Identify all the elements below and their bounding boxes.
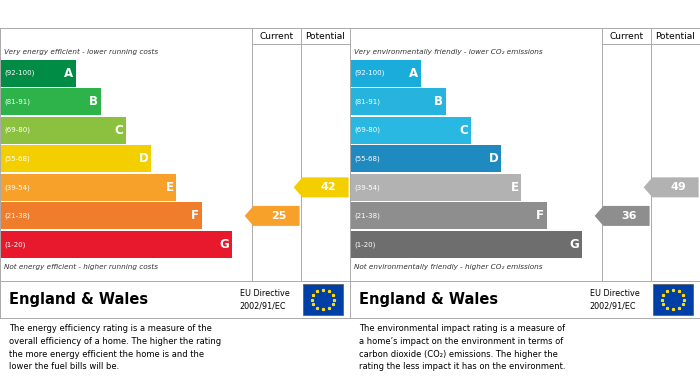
Text: (92-100): (92-100) [354, 70, 384, 76]
Bar [0, 231, 232, 258]
Text: 2002/91/EC: 2002/91/EC [589, 302, 636, 311]
Text: 42: 42 [321, 182, 336, 192]
Bar [0, 203, 202, 230]
Text: (81-91): (81-91) [4, 99, 30, 105]
Text: Not energy efficient - higher running costs: Not energy efficient - higher running co… [4, 264, 158, 270]
Polygon shape [294, 178, 349, 197]
Text: C: C [459, 124, 468, 137]
Bar [0, 145, 151, 172]
Text: The environmental impact rating is a measure of
a home’s impact on the environme: The environmental impact rating is a mea… [358, 324, 566, 371]
Text: Very environmentally friendly - lower CO₂ emissions: Very environmentally friendly - lower CO… [354, 49, 542, 55]
Text: Very energy efficient - lower running costs: Very energy efficient - lower running co… [4, 49, 158, 55]
Text: Potential: Potential [306, 32, 345, 41]
Bar [652, 284, 693, 315]
Bar [0, 117, 126, 144]
Text: (1-20): (1-20) [4, 241, 26, 248]
Text: The energy efficiency rating is a measure of the
overall efficiency of a home. T: The energy efficiency rating is a measur… [8, 324, 221, 371]
Text: (21-38): (21-38) [4, 213, 30, 219]
Polygon shape [594, 206, 650, 226]
Bar [350, 203, 547, 230]
Bar [0, 88, 101, 115]
Text: England & Wales: England & Wales [358, 292, 498, 307]
Bar [302, 284, 343, 315]
Text: 25: 25 [272, 211, 287, 221]
Text: A: A [409, 66, 418, 80]
Bar [350, 145, 501, 172]
Text: E: E [166, 181, 174, 194]
Bar [350, 117, 471, 144]
Bar [0, 59, 76, 87]
Bar [0, 174, 176, 201]
Text: Potential: Potential [656, 32, 695, 41]
Bar [350, 231, 582, 258]
Polygon shape [644, 178, 699, 197]
Text: C: C [114, 124, 123, 137]
Text: (1-20): (1-20) [354, 241, 376, 248]
Text: Current: Current [260, 32, 293, 41]
Text: (21-38): (21-38) [354, 213, 380, 219]
Text: EU Directive: EU Directive [239, 289, 290, 298]
Text: F: F [191, 210, 199, 222]
Text: A: A [64, 66, 73, 80]
Text: (81-91): (81-91) [354, 99, 380, 105]
Text: (55-68): (55-68) [4, 156, 30, 162]
Text: E: E [510, 181, 519, 194]
Text: EU Directive: EU Directive [589, 289, 640, 298]
Text: Current: Current [610, 32, 643, 41]
Text: (39-54): (39-54) [4, 184, 30, 190]
Text: 2002/91/EC: 2002/91/EC [239, 302, 286, 311]
Text: (39-54): (39-54) [354, 184, 380, 190]
Text: G: G [569, 238, 579, 251]
Text: England & Wales: England & Wales [8, 292, 148, 307]
Text: B: B [434, 95, 443, 108]
Text: (69-80): (69-80) [4, 127, 30, 133]
Text: Energy Efficiency Rating: Energy Efficiency Rating [8, 7, 172, 20]
Text: (92-100): (92-100) [4, 70, 34, 76]
Text: F: F [536, 210, 544, 222]
Text: Environmental Impact (CO₂) Rating: Environmental Impact (CO₂) Rating [358, 7, 591, 20]
Text: 36: 36 [622, 211, 637, 221]
Bar [350, 88, 446, 115]
Text: D: D [139, 152, 148, 165]
Text: (69-80): (69-80) [354, 127, 380, 133]
Polygon shape [245, 206, 300, 226]
Bar [350, 174, 522, 201]
Text: (55-68): (55-68) [354, 156, 380, 162]
Text: G: G [219, 238, 229, 251]
Text: Not environmentally friendly - higher CO₂ emissions: Not environmentally friendly - higher CO… [354, 264, 542, 270]
Text: D: D [489, 152, 498, 165]
Text: B: B [89, 95, 98, 108]
Text: 49: 49 [671, 182, 686, 192]
Bar [350, 59, 421, 87]
